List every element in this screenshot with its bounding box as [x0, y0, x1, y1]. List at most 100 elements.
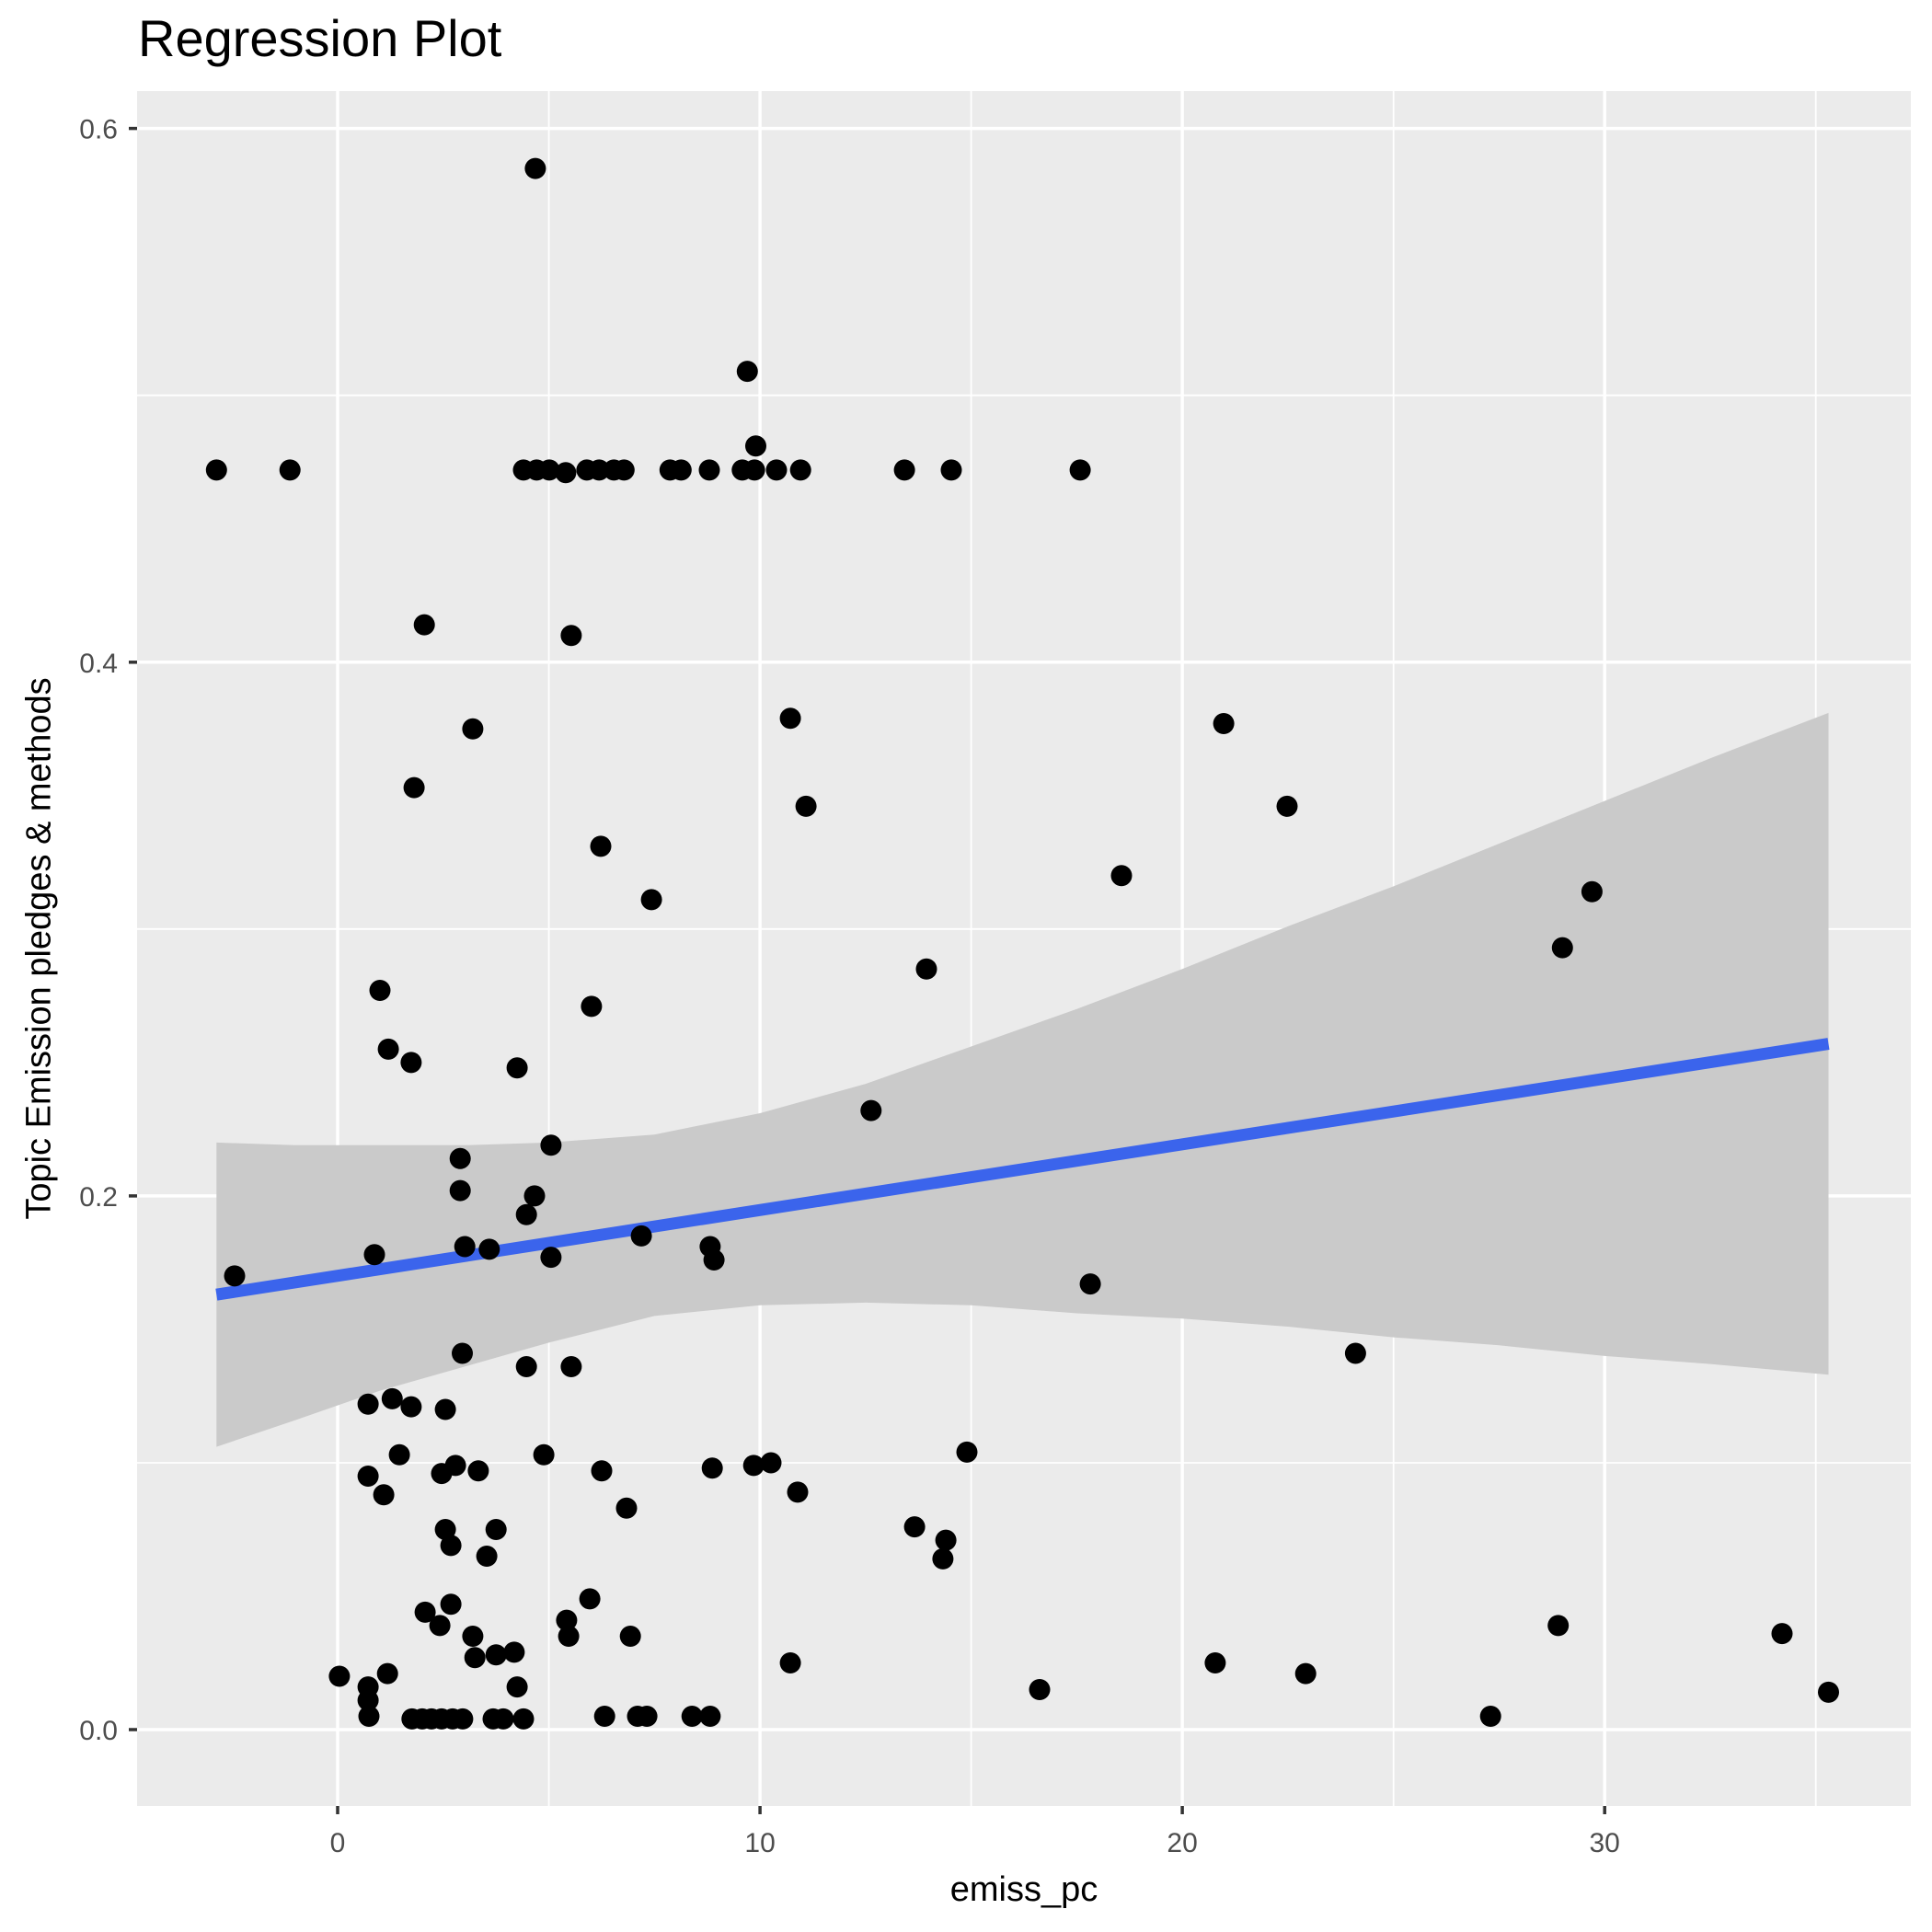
data-point	[462, 718, 484, 740]
data-point	[452, 1342, 473, 1364]
data-point	[1818, 1681, 1839, 1703]
confidence-band	[216, 712, 1829, 1447]
data-point	[743, 459, 765, 481]
data-point	[485, 1519, 507, 1540]
data-point	[224, 1265, 246, 1287]
data-point	[506, 1057, 528, 1079]
data-point	[630, 1225, 652, 1247]
data-point	[903, 1516, 926, 1538]
data-point	[381, 1387, 403, 1409]
data-point	[452, 1708, 474, 1730]
data-point	[515, 1203, 537, 1225]
x-tick-label: 30	[1590, 1828, 1620, 1858]
y-tick-label: 0.4	[79, 649, 118, 679]
data-point	[357, 1466, 379, 1487]
data-point	[403, 776, 425, 799]
data-point	[619, 1626, 641, 1647]
data-point	[1079, 1273, 1101, 1295]
data-point	[1213, 713, 1235, 734]
data-point	[449, 1147, 471, 1169]
data-point	[512, 1708, 535, 1730]
data-point	[376, 1662, 398, 1685]
data-point	[328, 1665, 351, 1687]
data-point	[492, 1708, 514, 1730]
data-point	[590, 835, 612, 857]
plot-title: Regression Plot	[138, 9, 502, 67]
x-tick-label: 20	[1167, 1828, 1197, 1858]
data-point	[860, 1099, 882, 1121]
x-tick-label: 10	[744, 1828, 775, 1858]
data-point	[915, 958, 937, 980]
data-point	[670, 459, 692, 481]
data-point	[449, 1179, 471, 1202]
data-point	[503, 1641, 525, 1663]
data-point	[1276, 795, 1298, 817]
data-point	[357, 1689, 379, 1711]
data-point	[560, 625, 582, 647]
data-point	[560, 1356, 582, 1377]
data-point	[1551, 937, 1573, 959]
data-point	[440, 1535, 462, 1557]
x-tick-label: 0	[330, 1828, 346, 1858]
y-tick-label: 0.0	[79, 1716, 118, 1746]
data-point	[795, 795, 817, 817]
data-point	[373, 1484, 395, 1506]
data-point	[935, 1529, 957, 1551]
data-point	[1069, 459, 1091, 481]
data-point	[745, 435, 766, 457]
data-point	[703, 1249, 725, 1271]
y-tick-label: 0.2	[79, 1182, 118, 1213]
data-point	[613, 459, 635, 481]
data-point	[540, 1247, 562, 1269]
data-point	[429, 1615, 451, 1637]
data-point	[467, 1460, 489, 1482]
data-point	[205, 459, 227, 481]
data-point	[779, 1652, 801, 1673]
data-point	[413, 614, 435, 636]
data-point	[701, 1457, 723, 1479]
data-point	[431, 1463, 453, 1485]
data-point	[698, 459, 720, 481]
data-point	[515, 1356, 537, 1377]
data-point	[615, 1497, 638, 1519]
data-point	[414, 1601, 436, 1623]
data-point	[556, 1609, 578, 1631]
data-point	[524, 157, 546, 179]
data-point	[581, 995, 603, 1018]
data-point	[485, 1644, 507, 1666]
data-point	[640, 889, 662, 911]
data-point	[787, 1481, 809, 1503]
data-point	[1547, 1615, 1570, 1637]
data-point	[636, 1706, 658, 1727]
data-point	[464, 1647, 486, 1669]
data-point	[440, 1593, 462, 1616]
data-point	[434, 1519, 456, 1540]
data-point	[533, 1443, 555, 1466]
data-point	[538, 459, 560, 481]
data-point	[1581, 880, 1603, 903]
data-point	[1204, 1652, 1226, 1673]
data-point	[1294, 1662, 1317, 1685]
data-point	[506, 1676, 528, 1698]
data-point	[760, 1452, 782, 1474]
data-point	[893, 459, 915, 481]
data-point	[591, 1460, 613, 1482]
data-point	[579, 1588, 601, 1610]
data-point	[779, 707, 801, 730]
data-point	[363, 1244, 385, 1266]
data-point	[588, 459, 610, 481]
data-point	[940, 459, 962, 481]
data-point	[558, 1626, 580, 1647]
y-axis-label: Topic Emission pledges & methods	[19, 677, 59, 1220]
data-point	[932, 1547, 954, 1570]
data-point	[699, 1706, 721, 1727]
data-point	[388, 1443, 410, 1466]
data-point	[478, 1238, 500, 1260]
data-point	[555, 462, 577, 484]
data-point	[1771, 1623, 1793, 1645]
data-point	[540, 1134, 562, 1156]
data-point	[789, 459, 811, 481]
data-point	[358, 1706, 380, 1727]
data-point	[377, 1038, 399, 1060]
